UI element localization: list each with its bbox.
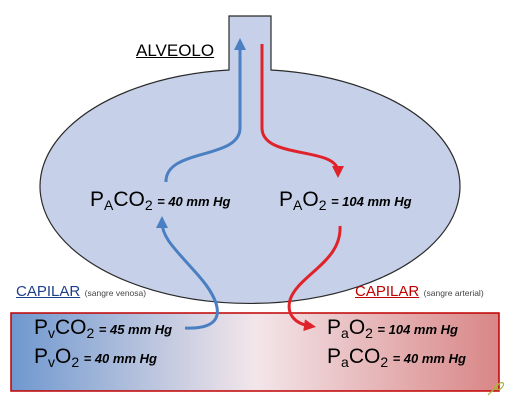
alveolar-po2-value: = 104 mm Hg — [330, 194, 412, 209]
gas-subscript: 2 — [71, 354, 80, 370]
gas-subscript: 2 — [144, 197, 153, 213]
capillary-arterial-note: (sangre arterial) — [423, 288, 484, 298]
venous-pco2-label: PvCO2 = 45 mm Hg — [34, 316, 173, 341]
pressure-symbol: P — [327, 316, 342, 339]
gas-symbol: CO — [113, 188, 145, 211]
co2-exhale-arrow — [164, 38, 246, 183]
pressure-symbol: P — [327, 345, 342, 368]
pressure-subscript: A — [293, 197, 303, 213]
alveolar-po2-label: PAO2 = 104 mm Hg — [279, 188, 412, 213]
capillary-venous-note: (sangre venosa) — [84, 288, 147, 298]
capillary-arterial-header: CAPILAR (sangre arterial) — [355, 284, 484, 300]
co2-diffusion-arrow — [156, 216, 219, 330]
alveolar-pco2-value: = 40 mm Hg — [157, 194, 231, 209]
o2-inhale-arrow — [260, 44, 344, 178]
gas-subscript: 2 — [318, 197, 327, 213]
gas-subscript: 2 — [86, 325, 95, 341]
alveolo-title: ALVEOLO — [136, 41, 215, 60]
gas-subscript: 2 — [365, 325, 373, 341]
venous-pco2-value: = 45 mm Hg — [98, 322, 173, 337]
gas-symbol: O — [55, 345, 72, 368]
arterial-po2-label: PaO2 = 104 mm Hg — [327, 316, 458, 341]
gas-symbol: O — [302, 188, 319, 211]
gas-symbol: CO — [55, 316, 87, 339]
arterial-pco2-label: PaCO2 = 40 mm Hg — [327, 345, 466, 370]
pen-logo-icon — [487, 382, 505, 396]
alveolar-pco2-label: PACO2 = 40 mm Hg — [90, 188, 231, 213]
pressure-subscript: v — [48, 354, 56, 370]
alveolus-outline — [39, 15, 461, 305]
capillary-arterial-label: CAPILAR — [355, 283, 420, 300]
venous-po2-label: PvO2 = 40 mm Hg — [34, 345, 157, 370]
capillary-band — [10, 312, 500, 392]
capillary-venous-header: CAPILAR (sangre venosa) — [16, 284, 146, 300]
pressure-symbol: P — [34, 345, 49, 368]
pressure-subscript: A — [104, 197, 114, 213]
pressure-subscript: v — [48, 325, 56, 341]
gas-symbol: CO — [348, 345, 381, 368]
arterial-pco2-value: = 40 mm Hg — [392, 351, 466, 366]
pressure-symbol: P — [34, 316, 49, 339]
capillary-venous-label: CAPILAR — [16, 283, 81, 300]
gas-subscript: 2 — [380, 354, 389, 370]
venous-po2-value: = 40 mm Hg — [83, 351, 157, 366]
pressure-subscript: a — [341, 325, 349, 341]
pressure-symbol: P — [279, 188, 294, 211]
pressure-subscript: a — [341, 354, 349, 370]
arterial-po2-value: = 104 mm Hg — [377, 322, 458, 337]
o2-diffusion-arrow — [287, 225, 342, 332]
gas-symbol: O — [348, 316, 366, 339]
alveolus-shape — [39, 16, 460, 304]
pressure-symbol: P — [90, 188, 105, 211]
